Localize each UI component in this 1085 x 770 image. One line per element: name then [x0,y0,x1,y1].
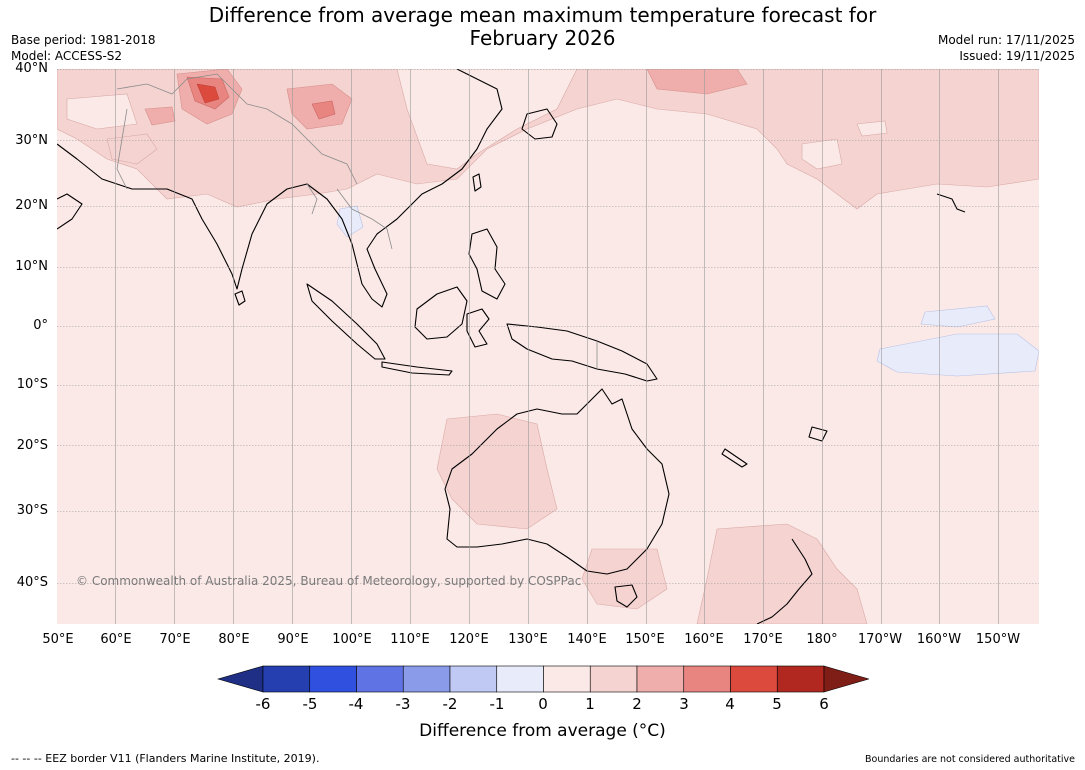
colorbar-tick: 0 [538,695,548,713]
colorbar-tick: 4 [725,695,735,713]
lon-label-50e: 50°E [42,632,74,647]
title-line-2: February 2026 [469,26,616,50]
colorbar-label: Difference from average (°C) [419,721,666,741]
colorbar-tick: 5 [772,695,782,713]
colorbar-tick: -4 [348,695,364,713]
taiwan-outline [472,173,482,192]
meta-right: Model run: 17/11/2025 Issued: 19/11/2025 [938,32,1075,64]
new-zealand-outline [756,538,813,624]
anomaly-4to5-region [196,83,220,104]
lon-label-170e: 170°E [743,632,783,647]
colorbar-cell [589,665,638,693]
coastlines [57,69,966,624]
lon-label-60e: 60°E [100,632,132,647]
colorbar-tick: 1 [585,695,595,713]
lat-label-30s: 30°S [16,503,48,518]
lat-label-30n: 30°N [15,133,48,148]
tasmania-outline [614,584,638,608]
sri-lanka-outline [234,290,246,306]
colorbar-cell [683,665,731,693]
colorbar-arrow-low [217,665,264,693]
lon-label-160w: 160°W [916,632,962,647]
lon-label-90e: 90°E [277,632,309,647]
lat-label-0: 0° [33,318,48,333]
colorbar-cell [449,665,498,693]
australia-outline [444,388,670,575]
colorbar-tick: -2 [442,695,458,713]
lon-label-70e: 70°E [159,632,191,647]
sumatra-outline [306,283,386,360]
chart-title: Difference from average mean maximum tem… [0,4,1085,50]
lat-label-10n: 10°N [15,259,48,274]
model-name: Model: ACCESS-S2 [11,49,123,63]
lat-label-20n: 20°N [15,198,48,213]
colorbar-tick: 2 [632,695,642,713]
colorbar-cell [730,665,778,693]
colorbar-cell [356,665,404,693]
colorbar-cell [496,665,544,693]
base-period: Base period: 1981-2018 [11,33,156,47]
asia-coast-outline [57,69,503,308]
copyright-notice: © Commonwealth of Australia 2025, Bureau… [76,574,582,588]
lat-label-40s: 40°S [16,575,48,590]
japan-outline [521,108,558,140]
colorbar-arrow-high [823,665,869,693]
model-run: Model run: 17/11/2025 [937,33,1075,47]
graticule [57,69,1039,624]
colorbar-cell [776,665,825,693]
africa-edge-outline [57,193,83,230]
issued-date: Issued: 19/11/2025 [959,49,1075,63]
lon-label-150w: 150°W [975,632,1021,647]
colorbar-tick: -3 [395,695,411,713]
colorbar-cell [636,665,685,693]
sulawesi-outline [466,308,490,348]
philippines-outline [468,228,506,300]
lon-label-160e: 160°E [684,632,724,647]
new-caledonia-outline [721,448,748,468]
lon-label-120e: 120°E [449,632,489,647]
colorbar-cell [262,665,311,693]
colorbar-tick: -5 [302,695,318,713]
lat-label-20s: 20°S [16,438,48,453]
lon-label-180: 180° [806,632,838,647]
colorbar-tick: -1 [489,695,505,713]
borneo-outline [414,286,468,340]
lon-label-100e: 100°E [332,632,372,647]
java-outline [381,361,453,376]
forecast-map: © Commonwealth of Australia 2025, Bureau… [57,69,1039,624]
lon-label-140e: 140°E [567,632,607,647]
colorbar-cell [543,665,591,693]
title-line-1: Difference from average mean maximum tem… [208,3,877,27]
anomaly-0to1-pockets [66,69,888,170]
colorbar-tick: -6 [255,695,271,713]
lon-label-110e: 110°E [390,632,430,647]
new-guinea-outline [506,323,658,382]
colorbar-tick: 6 [819,695,829,713]
hawaii-outline [936,193,966,213]
lon-label-150e: 150°E [625,632,665,647]
fiji-outline [808,426,828,442]
lon-label-170w: 170°W [857,632,903,647]
boundaries-disclaimer: Boundaries are not considered authoritat… [865,754,1075,765]
colorbar-cell [402,665,451,693]
colorbar [217,665,869,693]
map-canvas [57,69,1039,624]
colorbar-tick: 3 [679,695,689,713]
country-borders [116,73,598,369]
colorbar-cell [309,665,357,693]
lon-label-130e: 130°E [508,632,548,647]
lat-label-10s: 10°S [16,377,48,392]
meta-left: Base period: 1981-2018 Model: ACCESS-S2 [11,32,156,64]
lon-label-80e: 80°E [218,632,250,647]
anomaly-minus1to0-region [336,205,1039,377]
lat-label-40n: 40°N [15,61,48,76]
eez-border-note: -- -- -- EEZ border V11 (Flanders Marine… [11,752,320,765]
